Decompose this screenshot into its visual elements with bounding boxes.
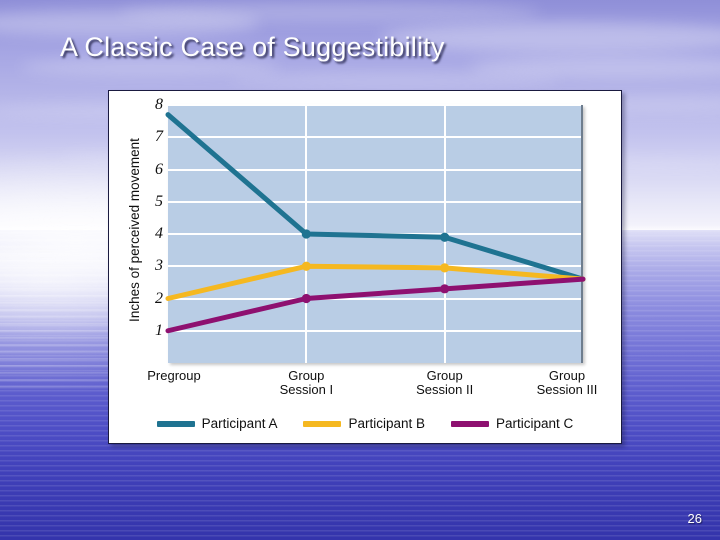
data-point-marker [440, 232, 450, 242]
data-point-marker [301, 293, 311, 304]
series-lines [165, 112, 586, 334]
legend-color-swatch [451, 420, 490, 427]
x-axis-tick-label: Pregroup [147, 368, 201, 383]
y-axis-tick-label: 5 [155, 192, 163, 210]
y-axis-tick-label: 1 [155, 321, 163, 339]
data-point-marker [301, 229, 311, 239]
x-axis-tick-label: Group Session II [416, 368, 474, 398]
y-axis-tick-label: 2 [155, 289, 163, 307]
legend-color-swatch [156, 420, 195, 427]
gridline-horizontal [168, 329, 581, 332]
legend-label: Participant C [496, 416, 574, 431]
legend-label: Participant A [201, 416, 278, 431]
legend-item[interactable]: Participant C [451, 416, 573, 431]
y-axis-tick-label: 7 [155, 128, 163, 146]
legend-label: Participant B [348, 416, 426, 431]
legend-color-swatch [303, 420, 342, 427]
cloud-wisp-icon [120, 2, 540, 22]
page-number: 26 [687, 511, 702, 526]
cloud-wisp-icon [0, 10, 260, 36]
cloud-wisp-icon [380, 22, 720, 52]
series-line [165, 276, 586, 334]
chart-legend: Participant A Participant B Participant C [109, 416, 621, 431]
page-title: A Classic Case of Suggestibility [60, 32, 445, 62]
gridline-horizontal [168, 297, 581, 300]
y-axis-tick-label: 4 [155, 225, 163, 242]
series-line [165, 263, 586, 301]
plot-area [165, 104, 586, 363]
y-axis-tick-label: 8 [155, 96, 163, 113]
gridline-horizontal [168, 200, 581, 203]
y-axis-tick-label: 6 [155, 160, 163, 178]
legend-item[interactable]: Participant A [156, 416, 278, 431]
cloud-wisp-icon [230, 72, 560, 88]
y-axis-tick-label: 3 [155, 257, 163, 275]
data-point-marker [440, 263, 450, 273]
gridline-horizontal [168, 136, 581, 139]
gridline-horizontal [168, 104, 581, 106]
cloud-wisp-icon [20, 58, 280, 76]
x-axis-tick-label: Group Session I [279, 368, 334, 398]
gridline-horizontal [168, 168, 581, 171]
series-line [165, 112, 586, 282]
data-point-marker [301, 261, 311, 271]
legend-item[interactable]: Participant B [303, 416, 425, 431]
data-point-marker [440, 284, 450, 294]
cloud-wisp-icon [470, 56, 720, 78]
x-axis-tick-label: Group Session III [536, 368, 598, 398]
